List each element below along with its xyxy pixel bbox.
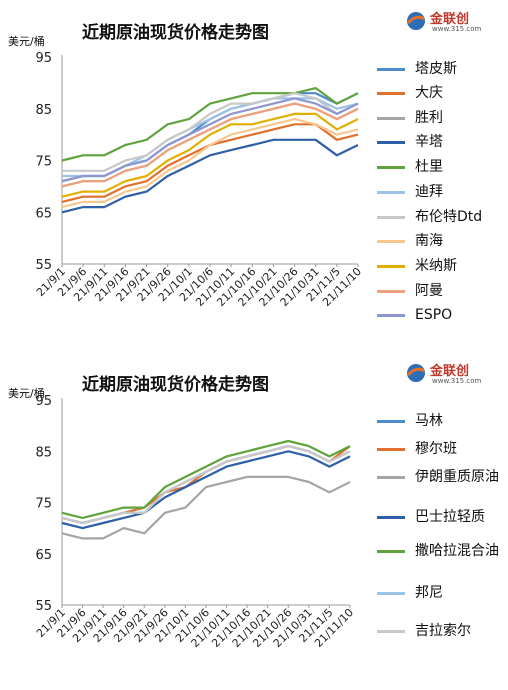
- y-tick-label: 65: [35, 206, 52, 221]
- legend-label: 南海: [415, 233, 443, 249]
- line-chart-top: 556575859521/9/121/9/621/9/1121/9/1621/9…: [34, 51, 364, 309]
- series-line: [61, 450, 351, 530]
- legend-swatch: [377, 191, 405, 194]
- series-line: [61, 444, 351, 525]
- legend-label: 吉拉索尔: [415, 623, 471, 639]
- legend-label: 巴士拉轻质: [415, 509, 485, 525]
- legend-label: 邦尼: [415, 585, 443, 601]
- legend-label: 塔皮斯: [415, 61, 457, 77]
- legend-swatch: [377, 476, 405, 479]
- series-line: [61, 117, 359, 209]
- y-tick-label: 75: [35, 497, 52, 512]
- series-line: [61, 112, 359, 198]
- logo-globe-icon: [406, 364, 425, 382]
- y-tick-label: 85: [35, 103, 52, 118]
- y-axis-label: 美元/桶: [8, 387, 45, 400]
- legend-swatch: [377, 92, 405, 95]
- chart-panel-bottom: 近期原油现货价格走势图 美元/桶 金联创 www.315.com 55 65 75 8…: [0, 352, 508, 690]
- legend-swatch: [377, 314, 405, 317]
- y-tick-label: 75: [35, 155, 52, 170]
- legend-swatch: [377, 240, 405, 243]
- legend-label: 杜里: [415, 159, 443, 175]
- legend-label: 马林: [415, 413, 443, 429]
- legend-swatch: [377, 550, 405, 553]
- legend-label: 大庆: [415, 85, 443, 101]
- series-line: [61, 102, 359, 188]
- legend-label: 辛塔: [415, 134, 443, 150]
- legend-swatch: [377, 290, 405, 293]
- series-line: [61, 475, 351, 540]
- legend-swatch: [377, 117, 405, 120]
- legend-label: 迪拜: [415, 184, 443, 200]
- logo-name: 金联创: [430, 12, 470, 27]
- line-chart-bottom: 556575859521/9/121/9/621/9/1121/9/1621/9…: [34, 394, 356, 650]
- series-line: [62, 92, 359, 172]
- legend-label: 撒哈拉混合油: [415, 543, 499, 559]
- chart-panel-top: 近期原油现货价格走势图 美元/桶 金联创 www.315.com 55 65 75 8…: [8, 8, 500, 323]
- y-tick-label: 55: [35, 258, 52, 273]
- legend-label: 阿曼: [415, 283, 443, 299]
- series-line: [62, 97, 359, 178]
- series-line: [61, 439, 351, 519]
- legend-label: 穆尔班: [415, 441, 457, 457]
- y-axis-label: 美元/桶: [8, 35, 45, 48]
- legend-label: 米纳斯: [415, 258, 457, 274]
- y-tick-label: 85: [35, 445, 52, 460]
- brand-logo: 金联创 www.315.com: [405, 8, 500, 38]
- logo-url: www.315.com: [432, 25, 482, 33]
- series-line: [61, 92, 359, 183]
- legend-label: 布伦特Dtd: [415, 209, 483, 225]
- legend-swatch: [377, 592, 405, 595]
- legend-swatch: [377, 216, 405, 219]
- chart-title: 近期原油现货价格走势图: [82, 23, 269, 43]
- y-tick-label: 65: [35, 548, 52, 563]
- legend-swatch: [377, 166, 405, 169]
- chart-title: 近期原油现货价格走势图: [82, 375, 269, 395]
- legend-swatch: [377, 448, 405, 451]
- legend-swatch: [377, 630, 405, 633]
- y-tick-label: 95: [35, 51, 52, 66]
- legend-label: 伊朗重质原油: [415, 469, 499, 485]
- brand-logo: 金联创 www.315.com: [405, 360, 500, 390]
- legend-swatch: [377, 516, 405, 519]
- series-line: [61, 138, 359, 214]
- logo-globe-icon: [406, 12, 425, 30]
- logo-url: www.315.com: [432, 377, 482, 385]
- legend-swatch: [377, 420, 405, 423]
- legend-swatch: [377, 141, 405, 144]
- legend-label: ESPO: [415, 307, 453, 323]
- logo-name: 金联创: [430, 364, 470, 379]
- legend-swatch: [377, 265, 405, 268]
- legend-swatch: [377, 68, 405, 71]
- series-line: [61, 86, 359, 162]
- series-line: [61, 97, 359, 183]
- y-tick-label: 55: [35, 599, 52, 614]
- legend-label: 胜利: [415, 110, 443, 126]
- y-tick-label: 95: [35, 394, 52, 409]
